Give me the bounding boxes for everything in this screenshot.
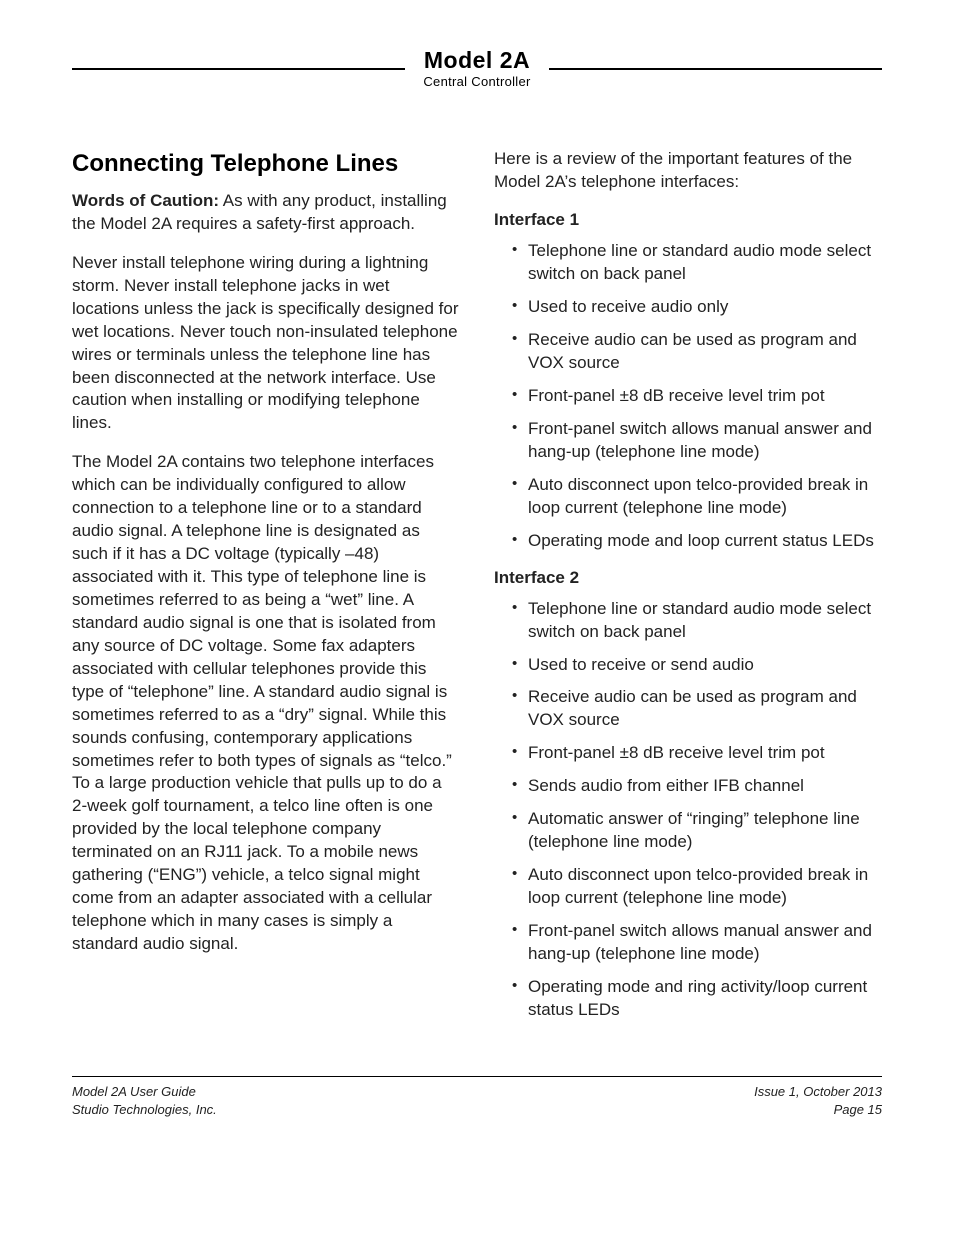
- footer-issue: Issue 1, October 2013: [754, 1083, 882, 1101]
- list-item: Front-panel switch allows manual answer …: [512, 920, 882, 966]
- list-item: Sends audio from either IFB channel: [512, 775, 882, 798]
- masthead-title-block: Model 2A Central Controller: [405, 48, 548, 90]
- list-item: Operating mode and loop current status L…: [512, 530, 882, 553]
- list-item: Front-panel switch allows manual answer …: [512, 418, 882, 464]
- page-footer: Model 2A User Guide Studio Technologies,…: [72, 1076, 882, 1119]
- footer-right: Issue 1, October 2013 Page 15: [754, 1083, 882, 1119]
- section-title: Connecting Telephone Lines: [72, 148, 460, 180]
- list-item: Used to receive or send audio: [512, 654, 882, 677]
- body-paragraph: Never install telephone wiring during a …: [72, 252, 460, 436]
- right-column: Here is a review of the important featur…: [494, 148, 882, 1036]
- list-item: Receive audio can be used as program and…: [512, 686, 882, 732]
- list-item: Telephone line or standard audio mode se…: [512, 240, 882, 286]
- footer-company: Studio Technologies, Inc.: [72, 1101, 217, 1119]
- masthead-model: Model 2A: [423, 48, 530, 73]
- list-item: Used to receive audio only: [512, 296, 882, 319]
- content-columns: Connecting Telephone Lines Words of Caut…: [72, 148, 882, 1036]
- interface2-heading: Interface 2: [494, 567, 882, 590]
- list-item: Receive audio can be used as program and…: [512, 329, 882, 375]
- list-item: Operating mode and ring activity/loop cu…: [512, 976, 882, 1022]
- caution-label: Words of Caution:: [72, 191, 219, 210]
- caution-paragraph: Words of Caution: As with any product, i…: [72, 190, 460, 236]
- list-item: Front-panel ±8 dB receive level trim pot: [512, 385, 882, 408]
- list-item: Auto disconnect upon telco-provided brea…: [512, 474, 882, 520]
- intro-paragraph: Here is a review of the important featur…: [494, 148, 882, 194]
- interface1-list: Telephone line or standard audio mode se…: [494, 240, 882, 552]
- interface1-heading: Interface 1: [494, 209, 882, 232]
- list-item: Front-panel ±8 dB receive level trim pot: [512, 742, 882, 765]
- footer-page-number: Page 15: [754, 1101, 882, 1119]
- body-paragraph: The Model 2A contains two telephone inte…: [72, 451, 460, 956]
- masthead-rule-left: [72, 68, 405, 70]
- left-column: Connecting Telephone Lines Words of Caut…: [72, 148, 460, 1036]
- list-item: Auto disconnect upon telco-provided brea…: [512, 864, 882, 910]
- masthead: Model 2A Central Controller: [72, 48, 882, 90]
- footer-left: Model 2A User Guide Studio Technologies,…: [72, 1083, 217, 1119]
- masthead-subtitle: Central Controller: [423, 75, 530, 89]
- interface2-list: Telephone line or standard audio mode se…: [494, 598, 882, 1022]
- list-item: Telephone line or standard audio mode se…: [512, 598, 882, 644]
- footer-guide-title: Model 2A User Guide: [72, 1083, 217, 1101]
- masthead-rule-right: [549, 68, 882, 70]
- list-item: Automatic answer of “ringing” telephone …: [512, 808, 882, 854]
